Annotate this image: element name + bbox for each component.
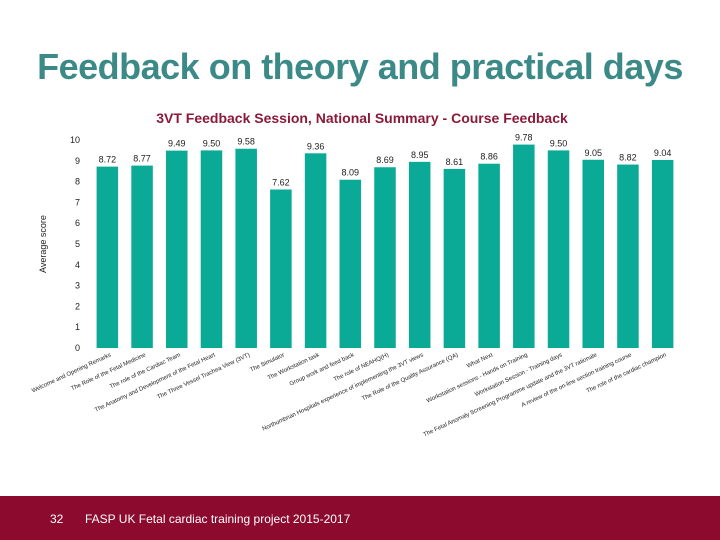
x-tick-label: Northumbrian Hospitals experience of imp…: [262, 352, 425, 432]
bar: [651, 159, 674, 348]
y-tick-label: 10: [70, 135, 80, 145]
bar: [582, 159, 604, 348]
bar-value-label: 9.49: [168, 139, 186, 149]
bar: [339, 179, 362, 348]
slide-title: Feedback on theory and practical days: [37, 46, 683, 87]
footer-text: FASP UK Fetal cardiac training project 2…: [85, 512, 351, 526]
bar-value-label: 8.61: [446, 157, 464, 167]
bar-value-label: 7.62: [272, 178, 290, 188]
bar-value-label: 9.50: [550, 138, 568, 148]
y-tick-label: 2: [75, 301, 80, 311]
bar: [166, 150, 188, 348]
bars: 8.72 8.77 9.49 9.50 9.58 7.62 9.36 8.09 8.69 8.95…: [96, 133, 674, 348]
y-axis: 0 1 2 3 4 5 6 7 8 9 10: [70, 135, 80, 353]
bar-chart: 3VT Feedback Session, National Summary -…: [31, 110, 674, 438]
bar-value-label: 8.95: [411, 150, 429, 160]
bar: [374, 167, 396, 348]
bar: [408, 161, 431, 348]
y-tick-label: 7: [75, 197, 80, 207]
bar-value-label: 9.36: [307, 141, 325, 151]
y-tick-label: 9: [75, 156, 80, 166]
y-tick-label: 0: [75, 343, 80, 353]
bar: [270, 189, 292, 348]
bar: [131, 165, 153, 348]
page-number: 32: [50, 512, 64, 526]
bar: [513, 144, 535, 348]
bar: [443, 168, 466, 348]
bar-value-label: 9.78: [515, 133, 533, 143]
bar: [200, 150, 223, 348]
chart-title: 3VT Feedback Session, National Summary -…: [156, 110, 568, 126]
bar: [478, 163, 500, 348]
y-tick-label: 5: [75, 239, 80, 249]
bar-value-label: 9.04: [654, 148, 672, 158]
bar-value-label: 8.82: [619, 153, 637, 163]
x-tick-label: What Next: [466, 352, 494, 369]
bar-value-label: 8.77: [133, 154, 151, 164]
bar: [235, 148, 257, 348]
bar: [304, 153, 327, 348]
y-tick-label: 1: [75, 322, 80, 332]
y-tick-label: 3: [75, 281, 80, 291]
y-tick-label: 6: [75, 218, 80, 228]
bar-value-label: 9.05: [584, 148, 602, 158]
footer-bar: 32 FASP UK Fetal cardiac training projec…: [0, 496, 720, 540]
bar-value-label: 9.58: [237, 137, 255, 147]
bar-value-label: 8.72: [99, 155, 117, 165]
bar: [617, 164, 639, 348]
bar-value-label: 9.50: [203, 138, 221, 148]
bar: [96, 166, 119, 348]
y-tick-label: 8: [75, 177, 80, 187]
bar-value-label: 8.09: [342, 168, 360, 178]
bar-value-label: 8.69: [376, 155, 394, 165]
bar-value-label: 8.86: [480, 152, 498, 162]
bar: [547, 150, 570, 348]
x-tick-label: Group work and feed back: [289, 352, 356, 388]
y-tick-label: 4: [75, 260, 80, 270]
y-axis-label: Average score: [38, 215, 48, 273]
